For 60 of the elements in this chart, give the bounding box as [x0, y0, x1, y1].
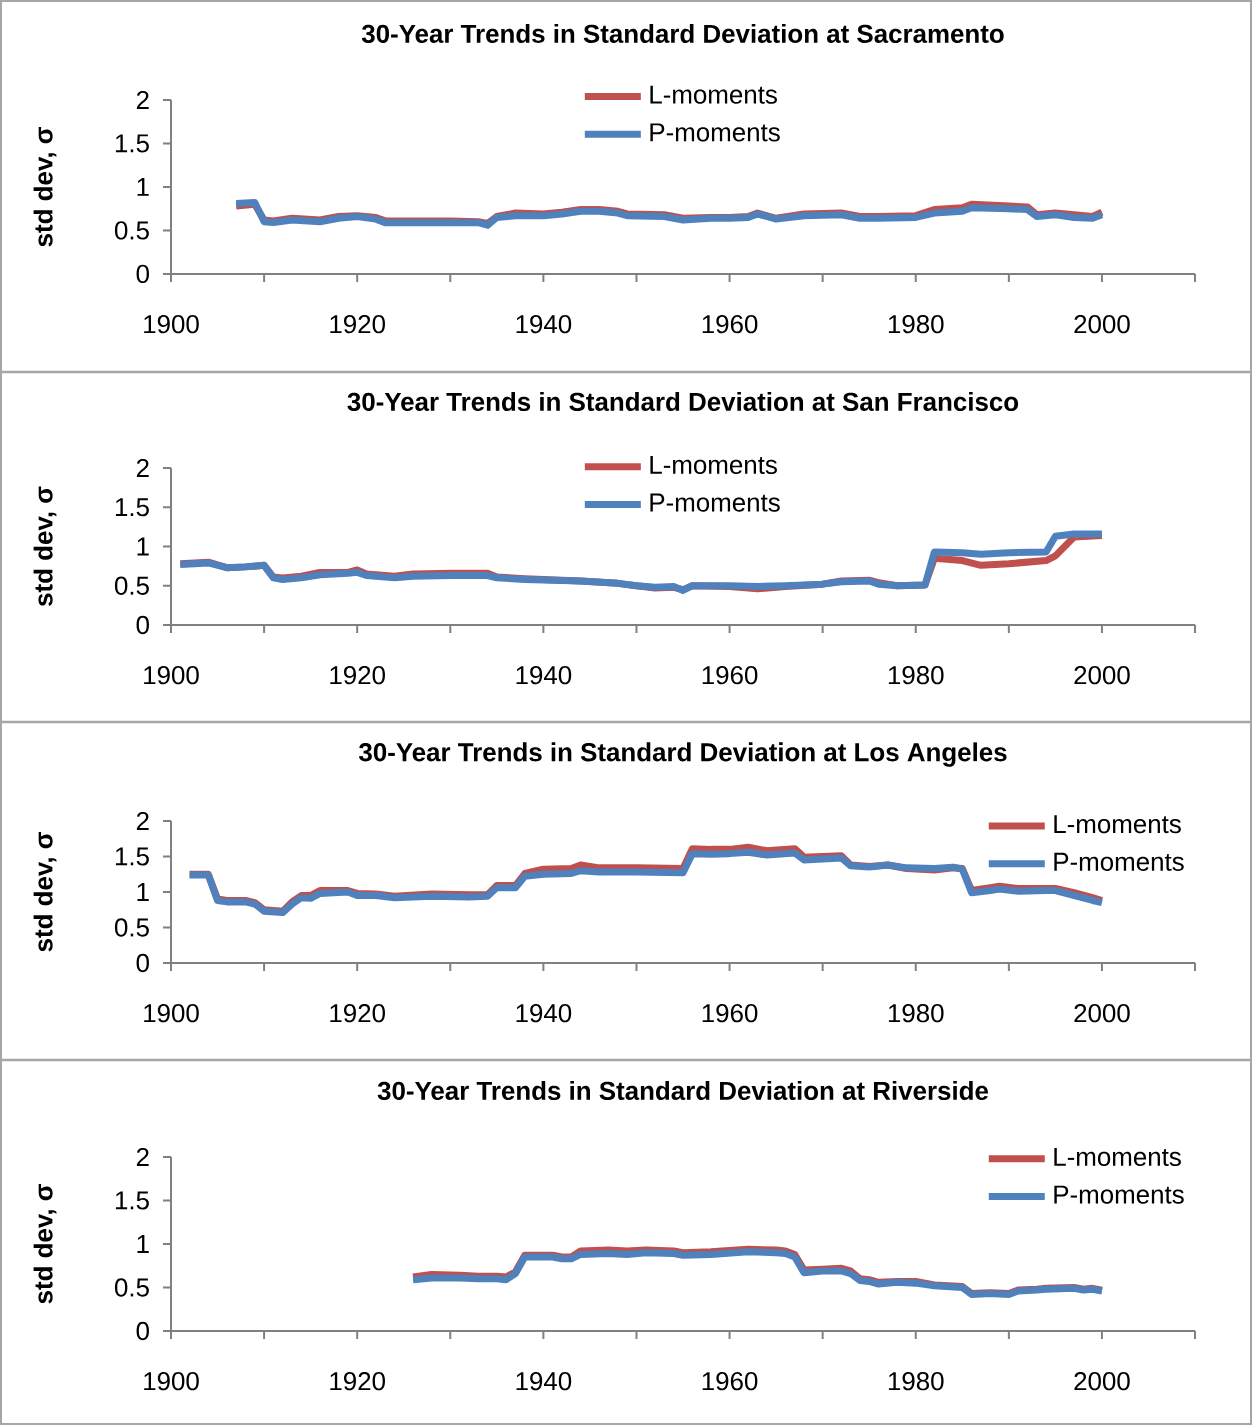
x-tick-label: 2000 — [1074, 1004, 1130, 1023]
y-tick-label: 0.5 — [114, 221, 149, 240]
legend-label: L-moments — [1054, 1147, 1181, 1167]
y-tick-label: 0.5 — [114, 1278, 149, 1297]
y-tick-label: 0 — [136, 953, 149, 973]
y-tick-label: 2 — [136, 1147, 149, 1167]
legend-label: L-moments — [650, 85, 777, 104]
x-tick-label: 1940 — [516, 666, 572, 685]
x-tick-label: 1940 — [516, 1004, 572, 1023]
x-tick-label: 1960 — [702, 1004, 758, 1023]
chart-title: 30-Year Trends in Standard Deviation at Los Angeles — [359, 742, 1007, 767]
x-tick-label: 1900 — [144, 314, 199, 334]
chart-title: 30-Year Trends in Standard Deviation at Riverside — [377, 1080, 989, 1101]
x-tick-label: 1980 — [888, 666, 944, 685]
y-tick-label: 1 — [137, 178, 149, 196]
y-tick-label: 0 — [136, 264, 149, 284]
y-axis-title: std dev, σ — [33, 1184, 57, 1304]
legend-label: P-moments — [1054, 852, 1184, 871]
y-tick-label: 1.5 — [115, 498, 149, 517]
y-tick-label: 0.5 — [114, 918, 149, 937]
x-tick-label: 1900 — [144, 666, 199, 685]
y-tick-label: 1 — [137, 537, 149, 556]
legend-label: P-moments — [1054, 1185, 1184, 1204]
y-tick-label: 0 — [136, 615, 149, 635]
legend-label: P-moments — [650, 493, 780, 512]
y-tick-label: 0 — [136, 1321, 149, 1341]
x-tick-label: 1900 — [144, 1004, 199, 1023]
x-tick-label: 1920 — [330, 1004, 385, 1023]
y-tick-label: 1.5 — [115, 847, 149, 866]
x-tick-label: 1920 — [330, 1372, 385, 1391]
y-tick-label: 1.5 — [115, 134, 149, 153]
y-tick-label: 2 — [136, 811, 149, 831]
x-tick-label: 1980 — [888, 1004, 944, 1023]
legend-label: L-moments — [650, 455, 777, 474]
x-tick-label: 1960 — [702, 666, 758, 685]
y-axis-title: std dev, σ — [33, 127, 57, 247]
y-axis-title: std dev, σ — [33, 486, 57, 606]
y-tick-label: 2 — [136, 458, 149, 478]
x-tick-label: 1980 — [888, 314, 944, 334]
x-tick-label: 1940 — [516, 1372, 572, 1391]
y-tick-label: 2 — [136, 90, 149, 109]
legend-label: L-moments — [1054, 815, 1181, 834]
x-tick-label: 1960 — [702, 1372, 758, 1391]
x-tick-label: 1920 — [330, 666, 385, 685]
x-tick-label: 2000 — [1074, 1372, 1130, 1391]
legend-label: P-moments — [650, 123, 780, 142]
chart-title: 30-Year Trends in Standard Deviation at San Francisco — [347, 391, 1019, 412]
x-tick-label: 1900 — [144, 1372, 199, 1391]
y-axis-title: std dev, σ — [33, 832, 57, 952]
y-tick-label: 1.5 — [115, 1191, 149, 1210]
x-tick-label: 2000 — [1074, 314, 1130, 334]
x-tick-label: 1940 — [516, 314, 572, 334]
y-tick-label: 1 — [137, 883, 149, 901]
x-tick-label: 1960 — [702, 314, 758, 334]
x-tick-label: 1980 — [888, 1372, 944, 1391]
y-tick-label: 0.5 — [114, 576, 149, 595]
y-tick-label: 1 — [137, 1235, 149, 1253]
x-tick-label: 1920 — [330, 314, 385, 334]
x-tick-label: 2000 — [1074, 666, 1130, 685]
chart-title: 30-Year Trends in Standard Deviation at Sacramento — [361, 23, 1004, 44]
